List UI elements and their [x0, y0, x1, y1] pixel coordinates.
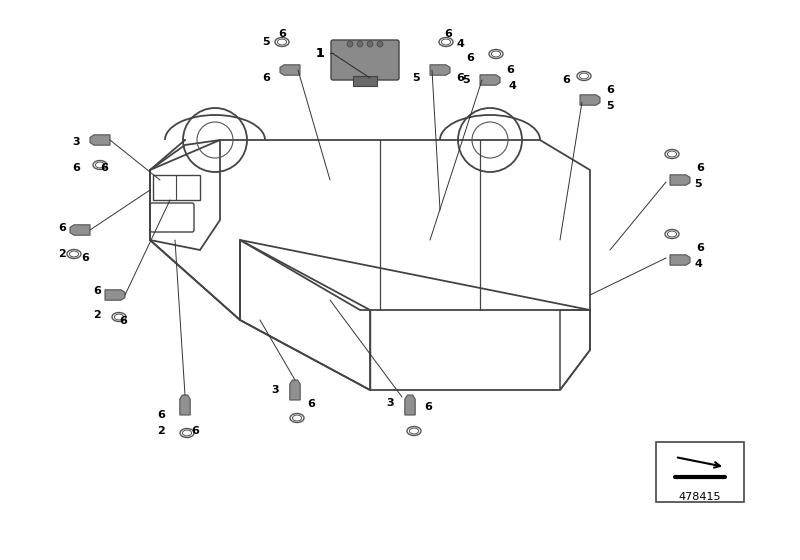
Circle shape — [347, 41, 353, 47]
Text: 6: 6 — [100, 163, 108, 173]
Text: 5: 5 — [694, 179, 702, 189]
Polygon shape — [580, 95, 600, 105]
Text: 6: 6 — [278, 29, 286, 39]
Circle shape — [357, 41, 363, 47]
Polygon shape — [105, 290, 125, 300]
Polygon shape — [180, 395, 190, 415]
Text: 6: 6 — [191, 426, 199, 436]
Polygon shape — [290, 380, 300, 400]
Text: 3: 3 — [72, 137, 80, 147]
Text: 5: 5 — [462, 75, 470, 85]
Bar — [353, 76, 377, 86]
Text: 6: 6 — [562, 75, 570, 85]
Text: 4: 4 — [456, 39, 464, 49]
Text: 6: 6 — [157, 410, 165, 420]
Circle shape — [367, 41, 373, 47]
Text: 6: 6 — [81, 253, 89, 263]
Text: 6: 6 — [506, 65, 514, 75]
Text: 6: 6 — [696, 163, 704, 173]
Text: 6: 6 — [466, 53, 474, 63]
Polygon shape — [70, 225, 90, 235]
Polygon shape — [430, 65, 450, 75]
Text: 5: 5 — [606, 101, 614, 111]
Text: 6: 6 — [119, 316, 127, 326]
Text: 3: 3 — [386, 398, 394, 408]
Text: 1: 1 — [316, 46, 324, 59]
Text: 6: 6 — [58, 223, 66, 233]
Text: 6: 6 — [307, 399, 315, 409]
Text: 4: 4 — [694, 259, 702, 269]
Text: 2: 2 — [93, 310, 101, 320]
Text: 1: 1 — [316, 46, 324, 59]
Text: 6: 6 — [444, 29, 452, 39]
Text: 3: 3 — [271, 385, 279, 395]
Text: 6: 6 — [93, 286, 101, 296]
Text: 6: 6 — [72, 163, 80, 173]
Bar — [656, 442, 744, 502]
Text: 2: 2 — [157, 426, 165, 436]
Text: 6: 6 — [696, 243, 704, 253]
Polygon shape — [670, 255, 690, 265]
FancyBboxPatch shape — [331, 40, 399, 80]
Polygon shape — [670, 175, 690, 185]
Text: 478415: 478415 — [678, 492, 722, 502]
Polygon shape — [480, 75, 500, 85]
Polygon shape — [90, 135, 110, 145]
Text: 5: 5 — [412, 73, 420, 83]
Text: 2: 2 — [58, 249, 66, 259]
Circle shape — [377, 41, 383, 47]
Text: 6: 6 — [262, 73, 270, 83]
Text: 6: 6 — [424, 402, 432, 412]
Text: 5: 5 — [262, 37, 270, 47]
Text: 6: 6 — [606, 85, 614, 95]
Text: 4: 4 — [508, 81, 516, 91]
Polygon shape — [405, 395, 415, 415]
Polygon shape — [280, 65, 300, 75]
Text: 6: 6 — [456, 73, 464, 83]
